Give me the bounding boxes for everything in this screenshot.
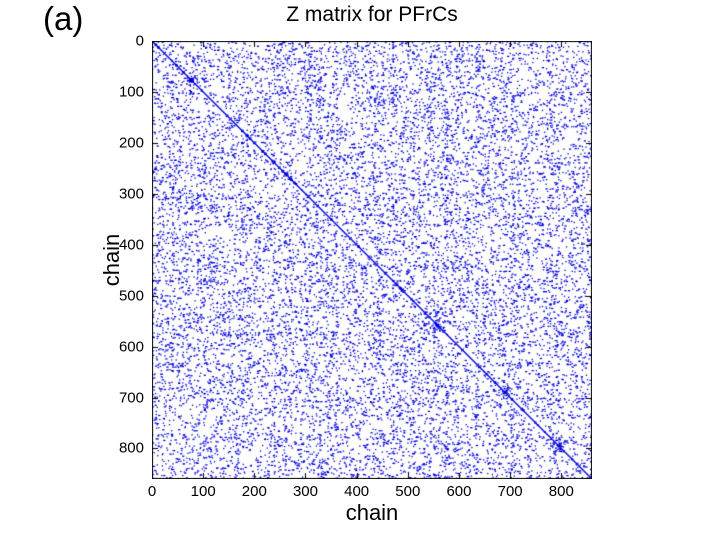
y-axis-label: chain xyxy=(99,233,124,287)
y-tick-label: 0 xyxy=(135,32,144,50)
x-tick-label: 400 xyxy=(344,483,370,500)
spy-matrix-canvas xyxy=(152,41,592,479)
y-tick-label: 300 xyxy=(118,185,144,203)
x-tick-label: 800 xyxy=(548,483,574,500)
y-tick-label: 700 xyxy=(118,389,144,406)
chart-title: Z matrix for PFrCs xyxy=(286,3,458,26)
y-tick-label: 200 xyxy=(118,134,144,152)
x-tick-label: 500 xyxy=(395,483,421,500)
x-tick-label: 700 xyxy=(497,483,523,500)
panel-label: (a) xyxy=(43,0,84,37)
y-tick-label: 500 xyxy=(118,287,144,305)
x-tick-label: 300 xyxy=(292,483,318,500)
x-tick-label: 600 xyxy=(446,483,472,500)
x-tick-label: 0 xyxy=(147,483,157,500)
y-tick-label: 600 xyxy=(118,338,144,356)
x-tick-label: 100 xyxy=(190,483,216,500)
y-tick-label: 100 xyxy=(118,83,144,101)
y-tick-label: 800 xyxy=(118,439,144,457)
y-tick-label: 400 xyxy=(118,236,144,254)
x-axis-label: chain xyxy=(345,500,399,525)
x-tick-label: 200 xyxy=(241,483,267,500)
